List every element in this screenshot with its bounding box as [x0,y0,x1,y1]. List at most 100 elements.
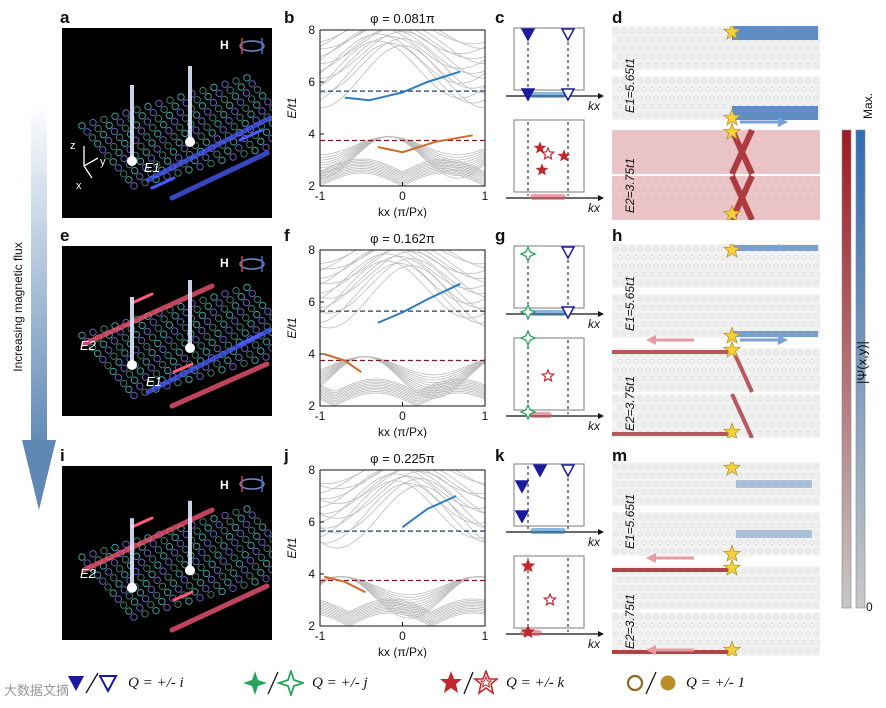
source-star-icon [722,122,742,140]
lattice-site [729,522,735,528]
lattice-site [661,413,667,419]
lattice-ring [115,564,124,573]
wave-label-d-top: E1=5.65t1 [623,57,637,113]
lattice-site [769,540,775,546]
lattice-site [801,255,807,261]
lattice-site [761,255,767,261]
lattice-site [757,514,763,520]
lattice-site [625,422,631,428]
lattice-site [701,602,707,608]
lattice-site [741,296,747,302]
colorbar-max-label: Max. [861,92,875,119]
wave-label-h-bottom: E2=3.75t1 [623,375,637,431]
lattice-site [717,45,723,51]
kx-axis-arrowhead [598,529,604,535]
lattice-site [641,104,647,110]
triangle-filled-icon [520,28,536,42]
lattice-ring [136,172,144,181]
lattice-ring [220,542,228,550]
lattice-site [645,413,651,419]
lattice-site [801,322,807,328]
lattice-site [645,498,651,504]
lattice-ring [207,369,215,377]
legend-text: Q = +/- 1 [686,674,745,691]
lattice-site [677,396,683,402]
lattice-site [717,62,723,68]
lattice-site [673,405,679,411]
lattice-ring [243,74,251,82]
lattice-site [657,322,663,328]
lattice-site [817,473,820,478]
lattice-site [645,313,651,319]
lattice-site [777,255,783,261]
lattice-site [701,413,707,419]
lattice-ring [229,362,237,371]
lattice-site [649,577,655,583]
lattice-site [641,53,647,59]
lattice-site [689,640,695,646]
xtick-label: 0 [399,629,406,643]
lattice-site [757,602,763,608]
lattice-ring [264,529,272,537]
lattice-site [645,614,651,620]
lattice-site [709,112,715,118]
lattice-site [613,413,619,419]
lattice-site [665,489,671,495]
kx-axis-label: kx [588,419,601,433]
bulk-band-line [320,598,485,613]
lattice-site [793,473,799,479]
lattice-ring [207,590,215,599]
bulk-band-line [320,480,485,539]
lattice-site [733,313,739,319]
lattice-site [717,367,723,373]
lattice-ring [229,569,238,577]
lattice-site [621,45,627,51]
lattice-site [621,396,627,402]
lattice-site [781,464,787,470]
lattice-site [653,112,659,118]
lattice-ring [268,344,272,352]
lattice-site [781,602,787,608]
lattice-site [669,548,675,554]
lattice-ring [170,132,178,141]
lattice-site [805,45,811,51]
lattice-site [789,614,795,620]
lattice-ring [136,588,145,597]
lattice-ring [142,579,150,588]
lattice-ring [152,591,161,600]
lattice-ring [210,293,218,301]
lattice-ring [136,157,145,166]
lattice-ring [122,109,130,117]
lattice-ring [121,124,130,132]
lattice-site [689,37,695,43]
lattice-site [769,473,775,479]
lattice-ring [197,132,205,140]
lattice-site [753,405,759,411]
lattice-site [773,95,779,101]
lattice-site [817,359,820,364]
lattice-site [781,631,787,637]
lattice-ring [165,321,174,329]
lattice-site [613,246,619,252]
lattice-site [805,313,811,319]
lattice-site [669,396,675,402]
red-edge-state [323,575,366,594]
lattice-site [637,367,643,373]
lattice-site [745,86,751,92]
lattice-site [693,112,699,118]
lattice-ring [269,313,272,321]
lattice-site [661,112,667,118]
lattice-ring [225,548,233,556]
bulk-band-line [320,253,485,304]
lattice-site [725,631,731,637]
lattice-site [745,522,751,528]
lattice-site [705,422,711,428]
lattice-site [789,413,795,419]
lattice-site [677,246,683,252]
lattice-site [765,62,771,68]
lattice-site [749,62,755,68]
lattice-site [653,263,659,269]
lattice-site [693,28,699,34]
lattice-site [665,640,671,646]
lattice-site [621,464,627,470]
